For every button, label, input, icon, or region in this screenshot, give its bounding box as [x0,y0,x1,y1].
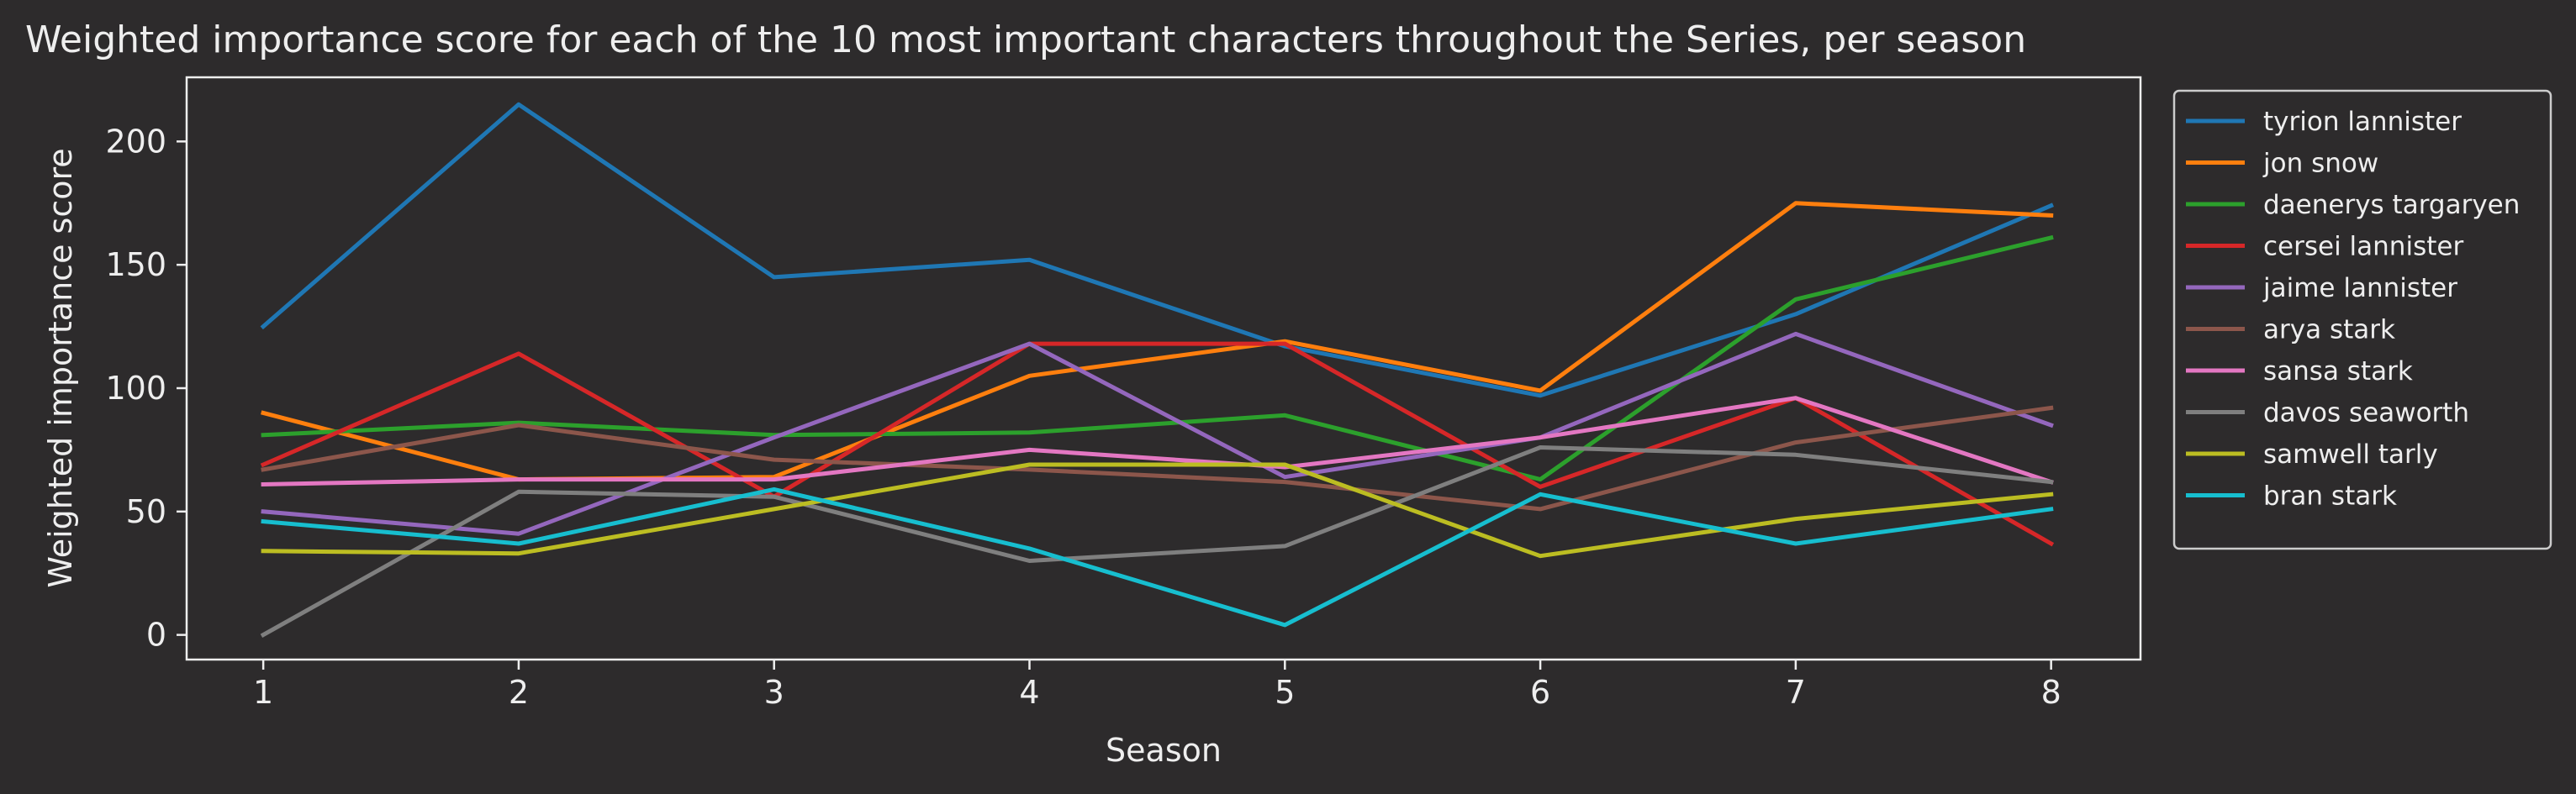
series-line-sansa-stark [261,396,2054,487]
chart-title: Weighted importance score for each of th… [25,18,2026,61]
series-line-jaime-lannister [261,331,2054,536]
axes-frame [185,76,2142,661]
y-tick-label: 0 [146,617,166,654]
legend-label: arya stark [2263,315,2395,345]
legend-label: sansa stark [2263,356,2413,386]
x-tick-label: 6 [1530,674,1550,711]
x-tick-label: 5 [1275,674,1295,711]
legend-label: bran stark [2263,481,2397,512]
legend-label: daenerys targaryen [2263,190,2520,220]
x-tick-label: 2 [509,674,529,711]
x-tick-label: 1 [253,674,273,711]
series-line-davos-seaworth [260,445,2054,639]
series-line-tyrion-lannister [260,102,2054,398]
x-tick-label: 3 [764,674,784,711]
y-tick-label: 100 [105,370,166,407]
x-tick-label: 4 [1019,674,1039,711]
series-lines [260,102,2055,639]
series-line-bran-stark [261,486,2054,628]
axis-ticks: 1 2 3 4 5 6 7 8 0 50 100 150 200 [105,123,2061,711]
legend-label: jaime lannister [2262,273,2457,303]
series-line-daenerys-targaryen [261,234,2054,482]
legend-label: cersei lannister [2263,232,2463,262]
series-line-samwell-tarly [261,462,2054,559]
x-tick-label: 8 [2041,674,2061,711]
legend: tyrion lannister jon snow daenerys targary… [2172,89,2552,550]
legend-label: jon snow [2262,149,2378,179]
y-axis-label: Weighted importance score [42,148,79,587]
series-line-cersei-lannister [260,341,2055,547]
legend-label: samwell tarly [2263,439,2438,470]
legend-box [2172,89,2552,550]
legend-label: davos seaworth [2263,398,2469,429]
y-tick-label: 200 [105,123,166,160]
y-tick-label: 50 [126,493,166,530]
legend-label: tyrion lannister [2263,107,2462,137]
x-axis-label: Season [1106,732,1222,769]
y-tick-label: 150 [105,246,166,283]
x-tick-label: 7 [1786,674,1806,711]
